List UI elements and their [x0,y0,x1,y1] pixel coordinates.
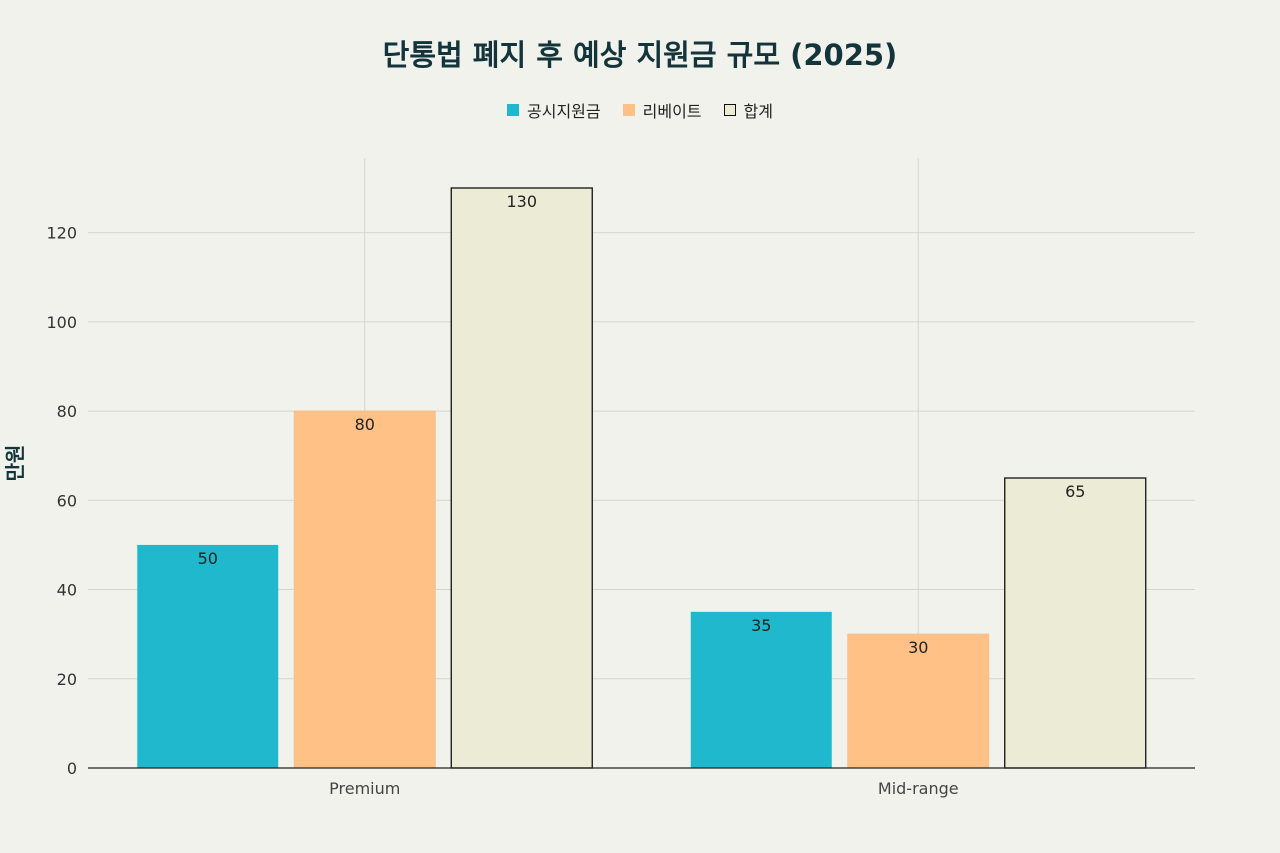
legend-swatch-total [723,104,736,116]
data-label: 80 [355,415,375,434]
legend-item-total[interactable]: 합계 [723,98,773,122]
data-label: 50 [198,549,218,568]
legend-item-official-subsidy[interactable]: 공시지원금 [507,98,601,122]
y-tick-label: 0 [67,759,77,778]
y-axis-title: 만원 [3,445,27,482]
bar-official-subsidy [137,544,279,768]
legend-swatch-rebate [622,104,635,116]
bar-official-subsidy [690,611,832,768]
bar-rebate [293,410,436,769]
legend-label-rebate: 리베이트 [642,102,702,121]
y-tick-label: 60 [57,491,77,510]
data-label: 35 [751,616,771,635]
data-label: 65 [1065,482,1085,501]
y-tick-label: 80 [57,402,77,421]
chart-title: 단통법 폐지 후 예상 지원금 규모 (2025) [382,38,898,72]
y-tick-label: 20 [57,670,77,689]
y-tick-label: 120 [46,224,77,243]
x-tick-label: Mid-range [878,779,959,798]
legend: 공시지원금 리베이트 합계 [0,98,1280,122]
y-tick-label: 100 [46,313,77,332]
data-label: 130 [506,192,537,211]
x-tick-label: Premium [329,779,400,798]
bar-total [450,187,593,769]
legend-label-total: 합계 [743,102,773,121]
bar-total [1004,477,1147,769]
legend-label-official-subsidy: 공시지원금 [527,102,601,121]
data-label: 30 [908,638,928,657]
legend-item-rebate[interactable]: 리베이트 [622,98,702,122]
legend-swatch-official-subsidy [507,104,520,116]
y-tick-label: 40 [57,581,77,600]
bar-rebate [847,633,990,769]
